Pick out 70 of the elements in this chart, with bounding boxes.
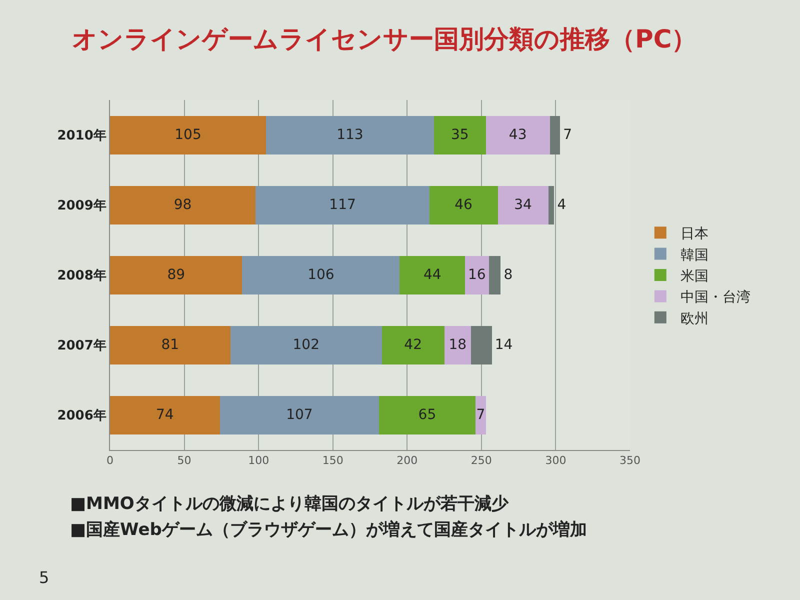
bar <box>378 396 476 434</box>
data-label: 113 <box>336 127 364 143</box>
legend-label: 日本 <box>680 226 708 242</box>
data-label: 117 <box>329 197 356 213</box>
x-tick-label: 350 <box>620 454 640 468</box>
bar <box>266 116 434 154</box>
text: 5 <box>39 568 50 587</box>
data-label: 35 <box>450 127 469 143</box>
data-label: 46 <box>454 197 473 213</box>
legend-label: 欧州 <box>680 310 708 327</box>
data-label: 7 <box>563 127 572 143</box>
data-label: 65 <box>418 407 436 423</box>
bar <box>444 326 472 364</box>
bar <box>110 396 220 434</box>
y-tick-label: 2008年 <box>57 268 106 284</box>
bar <box>471 326 492 364</box>
bar <box>110 186 256 224</box>
y-tick-label: 2010年 <box>57 128 106 144</box>
bar <box>242 256 400 294</box>
data-label: 7 <box>476 407 486 423</box>
bar <box>498 186 548 224</box>
data-label: 34 <box>514 197 532 213</box>
data-label: 107 <box>286 407 313 423</box>
data-label: 16 <box>468 267 486 283</box>
data-label: 14 <box>494 337 513 353</box>
x-tick-label: 50 <box>177 454 192 468</box>
bar <box>475 396 486 434</box>
data-label: 43 <box>508 127 527 143</box>
bar <box>110 326 230 364</box>
bar <box>486 116 550 154</box>
text: ■MMOタイトルの微減により韓国のタイトルが若干減少 <box>70 494 510 514</box>
bar <box>220 396 379 434</box>
x-tick-label: 0 <box>106 454 114 468</box>
x-tick-label: 300 <box>545 454 566 468</box>
bar <box>382 326 444 364</box>
x-tick-label: 200 <box>396 454 418 468</box>
data-label: 102 <box>292 337 320 353</box>
bar <box>548 186 554 224</box>
chart-title: オンラインゲームライセンサー国別分類の推移（PC） <box>72 24 697 54</box>
legend-label: 韓国 <box>680 247 708 264</box>
bar <box>110 116 266 154</box>
data-label: 98 <box>174 197 192 213</box>
legend-label: 中国・台湾 <box>680 290 750 306</box>
bar <box>256 186 430 224</box>
bar <box>550 116 560 154</box>
data-label: 89 <box>167 267 186 283</box>
data-label: 4 <box>557 197 566 213</box>
data-label: 18 <box>448 337 467 353</box>
bar <box>465 256 489 294</box>
y-tick-label: 2009年 <box>57 198 106 214</box>
data-label: 106 <box>308 267 334 283</box>
bar <box>110 256 242 294</box>
bar <box>434 116 486 154</box>
y-tick-label: 2007年 <box>57 338 106 354</box>
data-label: 81 <box>161 337 180 353</box>
y-tick-label: 2006年 <box>57 408 106 424</box>
data-label: 74 <box>156 407 174 423</box>
data-label: 42 <box>404 337 422 353</box>
data-label: 44 <box>423 267 442 283</box>
x-tick-label: 100 <box>248 454 270 468</box>
data-label: 105 <box>174 127 202 143</box>
bar <box>230 326 382 364</box>
x-tick-label: 150 <box>322 454 344 468</box>
bar <box>400 256 466 294</box>
bar <box>488 256 501 294</box>
data-label: 8 <box>504 267 513 283</box>
x-tick-label: 250 <box>470 454 492 468</box>
legend-label: 米国 <box>680 268 708 284</box>
bar <box>429 186 498 224</box>
text: ■国産Webゲーム（ブラウザゲーム）が増えて国産タイトルが増加 <box>70 519 587 540</box>
